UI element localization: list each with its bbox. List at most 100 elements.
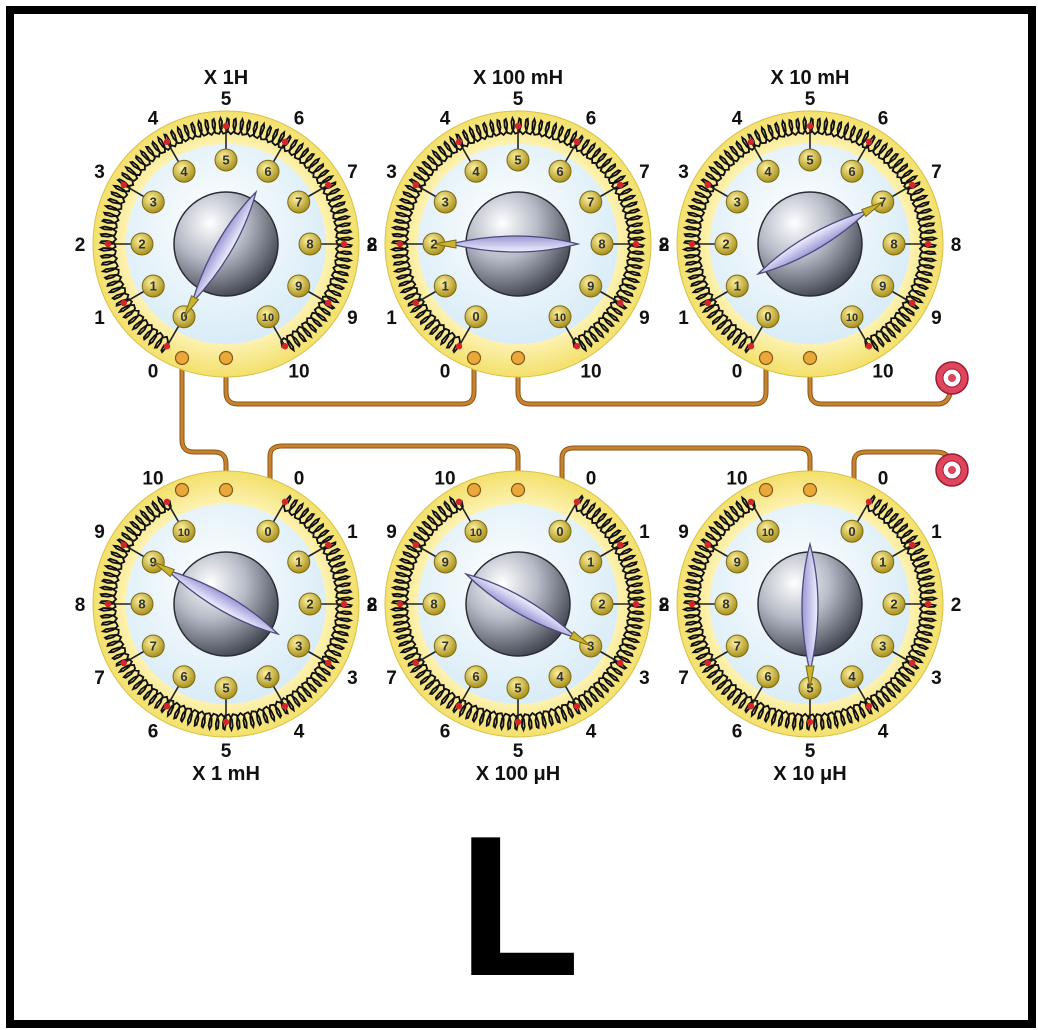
switch-contact — [130, 592, 154, 616]
pointer-tip — [805, 665, 815, 689]
coil-winding — [390, 181, 423, 245]
contact-number: 7 — [734, 639, 741, 654]
coil-winding — [280, 301, 336, 353]
coil-winding — [390, 541, 423, 605]
switch-contact — [725, 274, 749, 298]
coil-winding — [700, 135, 756, 187]
tap-point — [704, 181, 712, 189]
selector-pointer — [152, 561, 281, 636]
position-number: 0 — [732, 361, 743, 382]
pointer-tip — [152, 561, 176, 578]
coil-winding — [98, 541, 131, 605]
tap-point — [616, 299, 624, 307]
position-number: 7 — [386, 668, 397, 689]
contact-number: 8 — [138, 597, 145, 612]
tap-point — [747, 498, 755, 506]
contact-number: 8 — [722, 597, 729, 612]
tap-point — [163, 702, 171, 710]
coil-winding — [117, 298, 169, 354]
coil-winding — [905, 603, 938, 667]
switch-contact — [256, 665, 280, 689]
contact-number: 7 — [442, 639, 449, 654]
tap-point — [396, 240, 404, 248]
coil-winding — [809, 116, 873, 149]
coil-winding — [454, 115, 522, 148]
switch-contact — [756, 305, 780, 329]
contact-number: 5 — [222, 153, 229, 168]
contact-number: 9 — [879, 279, 886, 294]
switch-contact — [298, 592, 322, 616]
tap-point — [281, 702, 289, 710]
coil-winding — [321, 243, 354, 307]
contact-number: 4 — [848, 669, 856, 684]
coil-winding — [280, 661, 336, 713]
coil-winding — [517, 116, 581, 149]
tap-point — [616, 541, 624, 549]
switch-contact — [871, 634, 895, 658]
position-number: 1 — [678, 308, 689, 329]
position-number: 7 — [639, 162, 650, 183]
tap-point — [632, 600, 640, 608]
position-number: 0 — [440, 361, 451, 382]
position-number: 5 — [513, 741, 524, 762]
coil-winding — [746, 115, 814, 148]
position-number: 5 — [221, 89, 232, 110]
tap-point — [412, 659, 420, 667]
selector-pointer — [755, 201, 884, 276]
selector-pointer — [183, 189, 258, 318]
tap-point — [455, 702, 463, 710]
switch-contact — [422, 592, 446, 616]
contact-number: 1 — [587, 555, 594, 570]
tap-point — [340, 240, 348, 248]
position-number: 10 — [872, 361, 893, 382]
position-number: 8 — [951, 235, 962, 256]
switch-contact — [287, 274, 311, 298]
tap-point — [104, 240, 112, 248]
dial-lead-post — [802, 482, 818, 498]
coil-winding — [681, 240, 714, 308]
coil-winding — [97, 240, 130, 308]
coil-winding — [163, 699, 227, 732]
tap-point — [688, 600, 696, 608]
tap-point — [120, 659, 128, 667]
switch-contact — [287, 190, 311, 214]
position-number: 6 — [148, 721, 159, 742]
coil-winding — [572, 301, 628, 353]
switch-contact — [433, 550, 457, 574]
tap-point — [704, 541, 712, 549]
switch-contact — [214, 148, 238, 172]
contact-number: 5 — [806, 153, 813, 168]
tap-point — [573, 498, 581, 506]
contact-number: 3 — [442, 195, 449, 210]
tap-point — [908, 659, 916, 667]
tap-point — [120, 299, 128, 307]
wire-segment — [224, 356, 476, 406]
terminal-core — [948, 466, 956, 474]
position-number: 5 — [513, 89, 524, 110]
position-number: 9 — [94, 522, 105, 543]
contact-number: 0 — [556, 524, 563, 539]
tap-point — [747, 342, 755, 350]
inductance-symbol-letter: L — [457, 795, 581, 1018]
contact-number: 9 — [587, 279, 594, 294]
wire-segment — [268, 444, 520, 492]
position-number: 7 — [94, 668, 105, 689]
coil-winding — [867, 494, 919, 550]
coil-winding — [408, 495, 464, 547]
coil-winding — [864, 661, 920, 713]
switch-contact — [548, 519, 572, 543]
switch-contact — [433, 634, 457, 658]
switch-contact — [214, 676, 238, 700]
coil-winding — [572, 661, 628, 713]
switch-contact — [141, 190, 165, 214]
contact-number: 10 — [470, 527, 482, 539]
dial-lead-post — [758, 482, 774, 498]
wire-segment — [179, 355, 229, 493]
tap-point — [806, 718, 814, 726]
position-number: 6 — [440, 721, 451, 742]
decade-multiplier-label: X 10 mH — [771, 67, 850, 89]
position-number: 3 — [639, 668, 650, 689]
contact-number: 1 — [442, 279, 449, 294]
position-number: 3 — [347, 668, 358, 689]
contact-number: 1 — [734, 279, 741, 294]
